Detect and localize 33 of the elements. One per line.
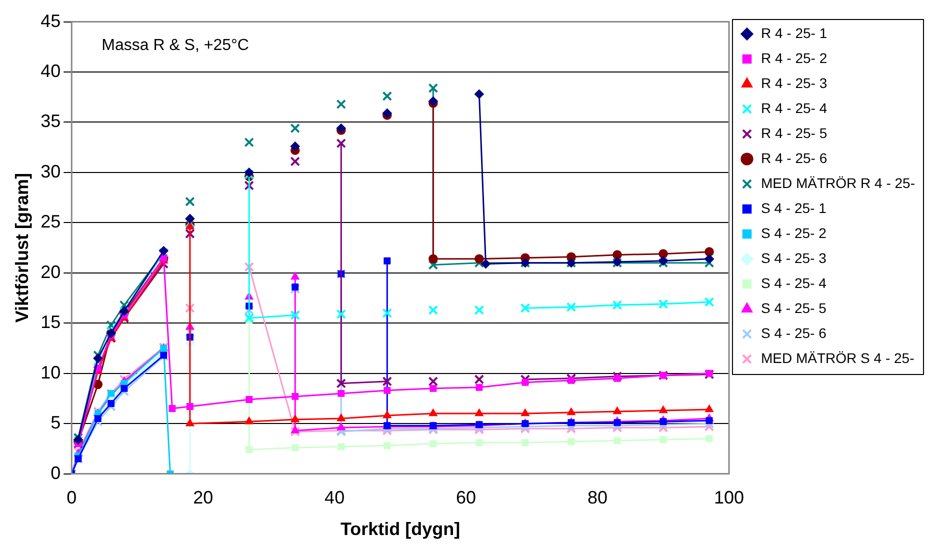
legend-label: S 4 - 25- 3 [760, 250, 827, 266]
legend-label: R 4 - 25- 1 [760, 24, 828, 41]
x-tick-label: 40 [324, 488, 345, 508]
x-tick-label: 0 [66, 488, 77, 508]
y-tick-label: 40 [40, 60, 61, 81]
x-tick-label: 100 [714, 488, 744, 508]
y-tick-label: 0 [50, 462, 61, 483]
legend-label: MED MÄTRÖR R 4 - 25- [760, 174, 916, 191]
legend-label: S 4 - 25- 1 [760, 200, 827, 216]
annotation: Massa R & S, +25°C [102, 37, 249, 54]
y-tick-label: 45 [40, 10, 61, 31]
y-tick-label: 30 [40, 161, 61, 182]
legend-label: R 4 - 25- 4 [760, 100, 828, 116]
x-tick-label: 60 [456, 488, 476, 508]
legend-label: R 4 - 25- 6 [760, 150, 828, 166]
x-tick-label: 20 [193, 488, 214, 508]
y-tick-label: 5 [50, 412, 61, 433]
y-axis-title: Viktförlust [gram] [12, 172, 32, 323]
legend-label: R 4 - 25- 5 [760, 124, 828, 141]
y-tick-label: 25 [40, 212, 61, 232]
legend-label: MED MÄTRÖR S 4 - 25- [760, 350, 915, 366]
legend-label: R 4 - 25- 2 [760, 50, 828, 66]
y-tick-label: 20 [40, 262, 61, 282]
legend-label: S 4 - 25- 6 [760, 324, 827, 341]
y-tick-label: 15 [40, 312, 61, 332]
y-tick-label: 10 [40, 362, 61, 382]
y-tick-label: 35 [40, 111, 61, 132]
legend-label: R 4 - 25- 3 [760, 74, 828, 91]
legend-label: S 4 - 25- 2 [760, 224, 827, 241]
legend-label: S 4 - 25- 5 [760, 300, 827, 316]
x-tick-label: 80 [588, 488, 608, 508]
x-axis-title: Torktid [dygn] [340, 519, 460, 540]
legend-label: S 4 - 25- 4 [760, 274, 827, 291]
